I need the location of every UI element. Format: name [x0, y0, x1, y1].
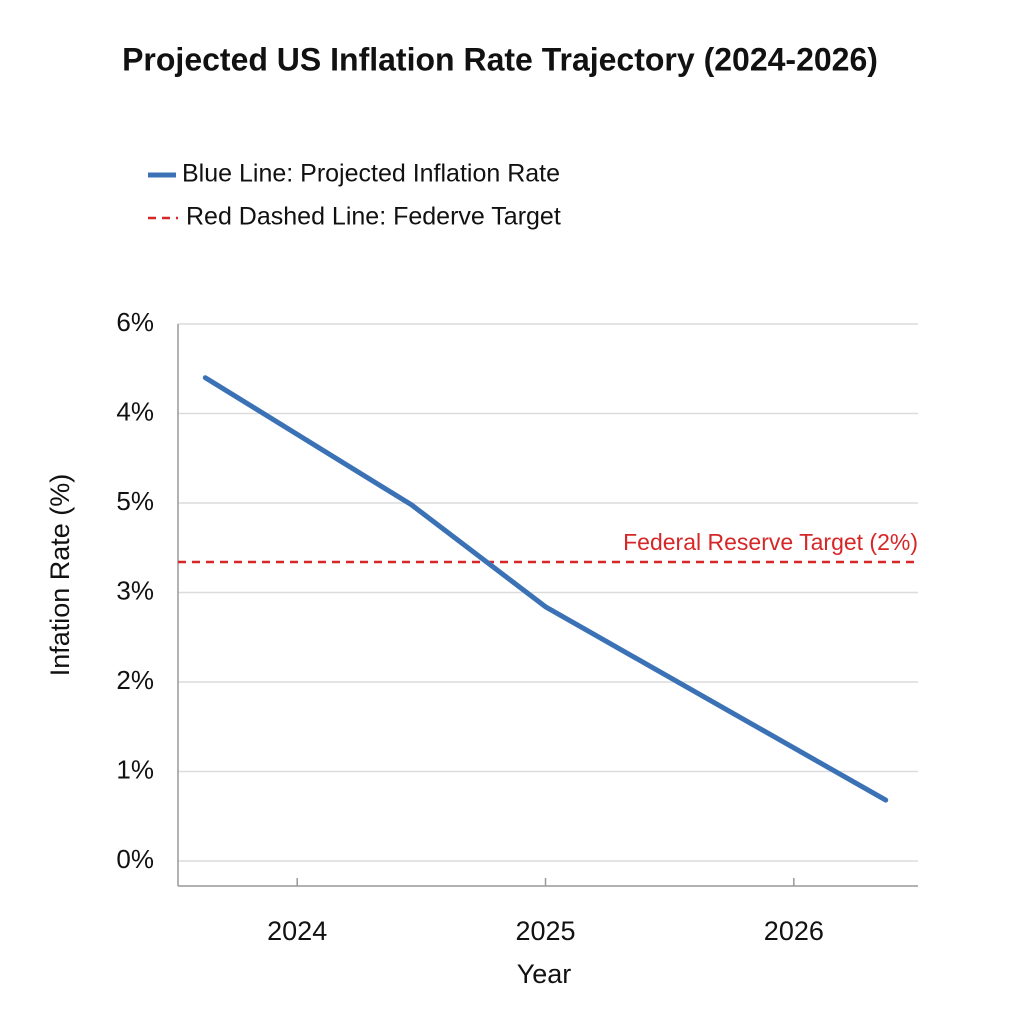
y-axis-label: Infation Rate (%) [45, 474, 75, 677]
y-tick-label: 0% [116, 844, 154, 874]
chart-title: Projected US Inflation Rate Trajectory (… [122, 41, 878, 77]
x-tick-label: 2026 [764, 916, 824, 946]
y-tick-label: 3% [116, 575, 154, 605]
y-tick-label: 4% [116, 396, 154, 426]
x-tick-label: 2024 [267, 916, 327, 946]
reference-label: Federal Reserve Target (2%) [623, 529, 918, 555]
y-tick-label: 2% [116, 665, 154, 695]
y-tick-label: 5% [116, 486, 154, 516]
x-axis-label: Year [517, 959, 572, 989]
legend-label: Blue Line: Projected Inflation Rate [182, 160, 560, 188]
x-tick-label: 2025 [515, 916, 575, 946]
series-line [202, 375, 889, 803]
y-tick-label: 1% [116, 754, 154, 784]
legend-label: Red Dashed Line: Federve Target [186, 203, 561, 231]
y-tick-label: 6% [116, 307, 154, 337]
